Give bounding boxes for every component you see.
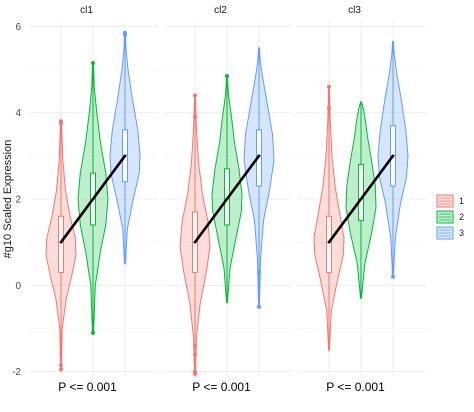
outlier-point bbox=[193, 352, 197, 357]
facet-title: cl2 bbox=[214, 5, 227, 16]
legend-entry-2: 2 bbox=[436, 210, 464, 224]
outlier-point bbox=[327, 84, 331, 89]
outlier-point bbox=[257, 270, 261, 275]
legend-entry-3: 3 bbox=[436, 226, 464, 240]
trend-line-cl2 bbox=[193, 154, 261, 244]
box-cl1-group-1 bbox=[58, 215, 64, 273]
facet-cl1: cl1 P <= 0.001 bbox=[45, 5, 141, 394]
outlier-point bbox=[225, 73, 229, 78]
outlier-point bbox=[59, 363, 63, 368]
outlier-point bbox=[193, 93, 197, 98]
outlier-point bbox=[193, 343, 197, 348]
outlier-point bbox=[123, 32, 127, 37]
y-tick-label: 4 bbox=[15, 108, 21, 119]
outlier-point bbox=[391, 274, 395, 279]
facets: cl1 P <= 0.001 cl2 P <= 0.001 cl3 P <= 0.001 bbox=[45, 5, 409, 394]
outlier-point bbox=[327, 106, 331, 111]
outlier-point bbox=[59, 367, 63, 372]
p-value-label: P <= 0.001 bbox=[192, 380, 251, 394]
box-cl3-group-2 bbox=[358, 163, 364, 222]
legend-label: 2 bbox=[459, 212, 464, 222]
facet-title: cl1 bbox=[80, 5, 93, 16]
outlier-point bbox=[193, 114, 197, 119]
outlier-point bbox=[91, 61, 95, 66]
legend-entry-1: 1 bbox=[436, 194, 464, 208]
y-axis: #g10 Scaled Expression -2 0 2 4 6 bbox=[2, 22, 21, 378]
outlier-point bbox=[257, 304, 261, 309]
facet-cl2: cl2 P <= 0.001 bbox=[179, 5, 275, 394]
legend: 1 2 3 bbox=[436, 194, 464, 240]
legend-label: 1 bbox=[459, 196, 464, 206]
outlier-point bbox=[59, 121, 63, 126]
box-cl3-group-1 bbox=[326, 215, 332, 273]
y-axis-title: #g10 Scaled Expression bbox=[2, 140, 14, 259]
y-tick-label: 6 bbox=[15, 22, 21, 33]
trend-line-cl1 bbox=[59, 154, 127, 244]
y-tick-label: 0 bbox=[15, 281, 21, 292]
outlier-point bbox=[193, 371, 197, 376]
outlier-point bbox=[91, 330, 95, 335]
y-tick-label: -2 bbox=[12, 367, 21, 378]
legend-label: 3 bbox=[459, 228, 464, 238]
y-tick-label: 2 bbox=[15, 195, 21, 206]
facet-title: cl3 bbox=[348, 5, 361, 16]
p-value-label: P <= 0.001 bbox=[58, 380, 117, 394]
trend-line-cl3 bbox=[327, 154, 395, 244]
facet-cl3: cl3 P <= 0.001 bbox=[313, 5, 409, 394]
p-value-label: P <= 0.001 bbox=[326, 380, 385, 394]
